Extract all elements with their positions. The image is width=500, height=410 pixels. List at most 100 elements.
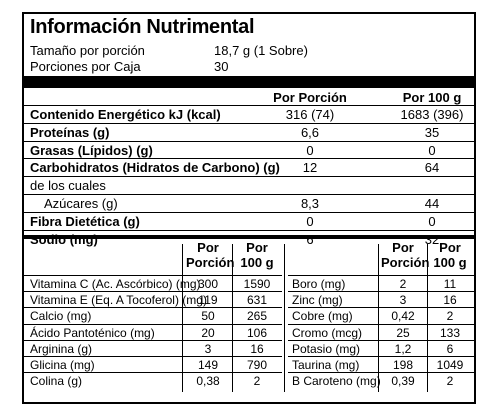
micro-label: Glicina (mg) bbox=[30, 358, 95, 372]
micro-label: Cobre (mg) bbox=[292, 309, 353, 324]
micro-label: Boro (mg) bbox=[292, 277, 346, 291]
micro-per-100g: 265 bbox=[246, 309, 268, 324]
serving-size-value: 18,7 g (1 Sobre) bbox=[214, 43, 308, 58]
micro-label: B Caroteno (mg) bbox=[292, 374, 381, 389]
micro-row-rule bbox=[24, 307, 282, 309]
nutrient-label: Sodio (mg) bbox=[30, 231, 98, 247]
nutrient-per-serving: 6 bbox=[306, 231, 314, 247]
column-separator bbox=[284, 244, 285, 392]
micro-per-serving: 25 bbox=[396, 325, 410, 340]
micro-per-serving: 0,39 bbox=[391, 374, 415, 389]
nutrient-per-100g: 0 bbox=[428, 213, 436, 229]
row-rule bbox=[24, 140, 474, 142]
row-rule bbox=[24, 194, 474, 195]
micro-per-serving: 3 bbox=[204, 341, 212, 356]
nutrient-label: Proteínas (g) bbox=[30, 124, 110, 140]
row-rule bbox=[24, 158, 474, 160]
thick-divider bbox=[24, 76, 474, 88]
row-rule bbox=[24, 105, 474, 106]
micro-label: Arginina (g) bbox=[30, 341, 93, 356]
micro-per-serving: 0,42 bbox=[391, 309, 415, 324]
nutrient-label: Grasas (Lípidos) (g) bbox=[30, 142, 153, 158]
nutrient-per-serving: 6,6 bbox=[300, 124, 320, 140]
micro-label: Calcio (mg) bbox=[30, 309, 92, 324]
micro-row-rule bbox=[288, 339, 474, 341]
micro-row-rule bbox=[288, 323, 474, 325]
micro-row-rule bbox=[24, 291, 282, 293]
micro-row-rule bbox=[24, 275, 282, 276]
micro-label: Zinc (mg) bbox=[292, 293, 343, 308]
micro-per-100g: 790 bbox=[246, 358, 268, 372]
micro-label: Vitamina E (Eq. A Tocoferol) (mg) bbox=[30, 293, 207, 308]
micro-label: Potasio (mg) bbox=[292, 341, 361, 356]
nutrient-per-serving: 8,3 bbox=[300, 196, 320, 211]
micro-row-rule bbox=[24, 356, 282, 357]
row-rule bbox=[24, 122, 474, 124]
column-separator bbox=[232, 244, 233, 392]
micro-left-header-serving: Por Porción bbox=[186, 240, 235, 270]
nutrient-per-100g: 44 bbox=[424, 196, 440, 211]
panel-title: Información Nutrimental bbox=[30, 16, 255, 38]
micro-per-100g: 11 bbox=[443, 277, 457, 291]
nutrient-per-serving: 0 bbox=[306, 142, 314, 158]
nutrient-per-serving: 0 bbox=[306, 213, 314, 229]
micro-per-100g: 631 bbox=[246, 293, 268, 308]
column-separator bbox=[427, 244, 428, 392]
micro-label: Colina (g) bbox=[30, 374, 83, 389]
micro-per-100g: 16 bbox=[443, 293, 457, 308]
micro-label: Taurina (mg) bbox=[292, 358, 360, 372]
column-separator bbox=[378, 244, 379, 392]
micro-per-100g: 2 bbox=[446, 374, 454, 389]
micro-per-100g: 6 bbox=[446, 341, 454, 356]
servings-per-box-value: 30 bbox=[214, 59, 229, 74]
header-per-serving: Por Porción bbox=[273, 90, 347, 105]
micro-left-header-100g: Por 100 g bbox=[240, 240, 274, 270]
micro-per-serving: 1,2 bbox=[394, 341, 412, 356]
nutrient-label: Azúcares (g) bbox=[44, 196, 118, 211]
micro-row-rule bbox=[24, 323, 282, 325]
micro-right-header-serving: Por Porción bbox=[381, 240, 430, 270]
micro-per-100g: 2 bbox=[446, 309, 454, 324]
nutrition-facts-panel: Información Nutrimental Tamaño por porci… bbox=[22, 12, 476, 404]
micro-per-100g: 2 bbox=[253, 374, 261, 389]
micro-per-serving: 300 bbox=[197, 277, 219, 291]
nutrient-per-100g: 1683 (396) bbox=[400, 107, 464, 122]
micro-per-serving: 119 bbox=[198, 293, 218, 308]
micro-per-serving: 2 bbox=[399, 277, 407, 291]
micro-row-rule bbox=[288, 275, 474, 276]
micro-row-rule bbox=[24, 339, 282, 341]
micro-per-serving: 0,38 bbox=[196, 374, 220, 389]
nutrient-per-100g: 35 bbox=[424, 124, 440, 140]
micro-right-header-100g: Por 100 g bbox=[433, 240, 467, 270]
micro-per-serving: 198 bbox=[392, 358, 414, 372]
micro-row-rule bbox=[288, 291, 474, 293]
micro-per-serving: 50 bbox=[201, 309, 215, 324]
micro-per-serving: 20 bbox=[201, 325, 215, 340]
serving-size-label: Tamaño por porción bbox=[30, 43, 145, 58]
nutrient-label: de los cuales bbox=[30, 178, 106, 194]
micro-per-100g: 133 bbox=[439, 325, 461, 340]
header-per-100g: Por 100 g bbox=[402, 90, 462, 105]
micro-row-rule bbox=[288, 372, 474, 374]
micro-per-100g: 1590 bbox=[243, 277, 271, 291]
micro-per-serving: 149 bbox=[197, 358, 219, 372]
micro-label: Cromo (mcg) bbox=[292, 325, 363, 340]
row-rule bbox=[24, 176, 474, 178]
micro-per-100g: 1049 bbox=[436, 358, 464, 372]
micro-label: Ácido Pantoténico (mg) bbox=[30, 325, 155, 340]
column-separator bbox=[182, 244, 183, 392]
nutrient-per-serving: 12 bbox=[302, 160, 318, 176]
nutrient-label: Carbohidratos (Hidratos de Carbono) (g) bbox=[30, 160, 280, 176]
nutrient-per-100g: 64 bbox=[424, 160, 440, 176]
nutrient-per-100g: 0 bbox=[428, 142, 436, 158]
micro-per-100g: 106 bbox=[246, 325, 268, 340]
micro-row-rule bbox=[24, 372, 282, 374]
micro-label: Vitamina C (Ac. Ascórbico) (mg) bbox=[30, 277, 201, 291]
row-rule bbox=[24, 229, 474, 231]
servings-per-box-label: Porciones por Caja bbox=[30, 59, 141, 74]
micro-per-serving: 3 bbox=[399, 293, 407, 308]
section-divider bbox=[24, 235, 474, 239]
nutrient-per-serving: 316 (74) bbox=[285, 107, 335, 122]
row-rule bbox=[24, 211, 474, 213]
micro-per-100g: 16 bbox=[250, 341, 264, 356]
